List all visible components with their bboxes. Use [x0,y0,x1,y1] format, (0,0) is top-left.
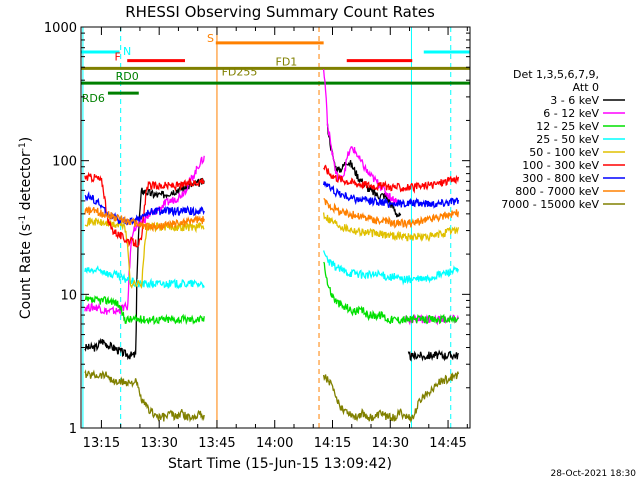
series-lines [84,69,460,423]
flag-label-f: F [115,51,121,64]
flag-label-s: S [207,32,214,45]
y-tick-label: 1000 [44,21,77,36]
chart-title: RHESSI Observing Summary Count Rates [125,3,435,21]
legend-entry-label: 300 - 800 keV [522,172,599,185]
series-line-6 [322,180,460,209]
y-tick-label: 100 [52,155,77,170]
series-line-1 [84,155,205,316]
legend-entry-label: 800 - 7000 keV [515,185,599,198]
flag-bars: N S F FD1 FD255 RD0 RD6 [81,32,470,105]
legend-header-detectors: Det 1,3,5,6,7,9, [513,68,599,81]
series-line-0 [84,177,205,361]
flag-label-fd1: FD1 [276,55,298,68]
y-tick-label: 10 [60,288,77,303]
series-line-8 [84,369,205,423]
series-line-7 [323,198,460,229]
flag-label-rd0: RD0 [116,70,139,83]
x-tick-label: 14:00 [256,436,293,451]
series-line-3 [84,265,205,290]
legend-entry-label: 25 - 50 keV [536,133,599,146]
series-line-1 [322,69,401,206]
footer-timestamp: 28-Oct-2021 18:30 [551,469,637,479]
legend-entry-label: 12 - 25 keV [536,120,599,133]
series-line-2 [323,261,459,325]
legend-entry-label: 100 - 300 keV [522,159,599,172]
flag-label-fd255: FD255 [222,65,258,78]
y-axis-label-mid: detector [18,151,34,215]
y-axis-label-sup2: -1 [18,142,28,151]
series-line-5 [323,164,460,194]
legend-entry-label: 7000 - 15000 keV [501,198,599,211]
legend-entry-label: 50 - 100 keV [529,146,599,159]
series-line-7 [84,205,205,233]
x-tick-label: 14:45 [429,436,466,451]
legend-entry-label: 3 - 6 keV [550,94,599,107]
y-axis-label-sup1: -1 [18,215,28,224]
series-line-3 [322,250,460,286]
series-line-5 [84,171,205,248]
y-axis-ticks: 1 10 100 1000 [44,21,470,437]
legend-entry-label: 6 - 12 keV [543,107,599,120]
legend-header-attenuator: Att 0 [573,81,599,94]
x-tick-label: 13:45 [198,436,235,451]
x-tick-label: 14:30 [372,436,409,451]
x-axis-ticks: 13:15 13:30 13:45 14:00 14:15 14:30 14:45 [83,27,468,451]
y-axis-label-main: Count Rate (s [18,224,34,319]
x-axis-label: Start Time (15-Jun-15 13:09:42) [168,456,392,472]
series-line-6 [84,190,205,226]
plot-frame [80,26,471,429]
x-tick-label: 13:15 [83,436,120,451]
flag-label-n: N [123,45,131,58]
y-tick-label: 1 [69,422,77,437]
series-line-8 [322,371,460,423]
series-line-4 [322,212,460,243]
x-tick-label: 13:30 [140,436,177,451]
series-line-0 [407,349,460,362]
flag-label-rd6: RD6 [82,92,105,105]
y-axis-label: Count Rate (s-1 detector-1) [18,137,34,319]
y-axis-label-end: ) [18,137,34,142]
series-line-2 [84,294,205,326]
x-tick-label: 14:15 [314,436,351,451]
